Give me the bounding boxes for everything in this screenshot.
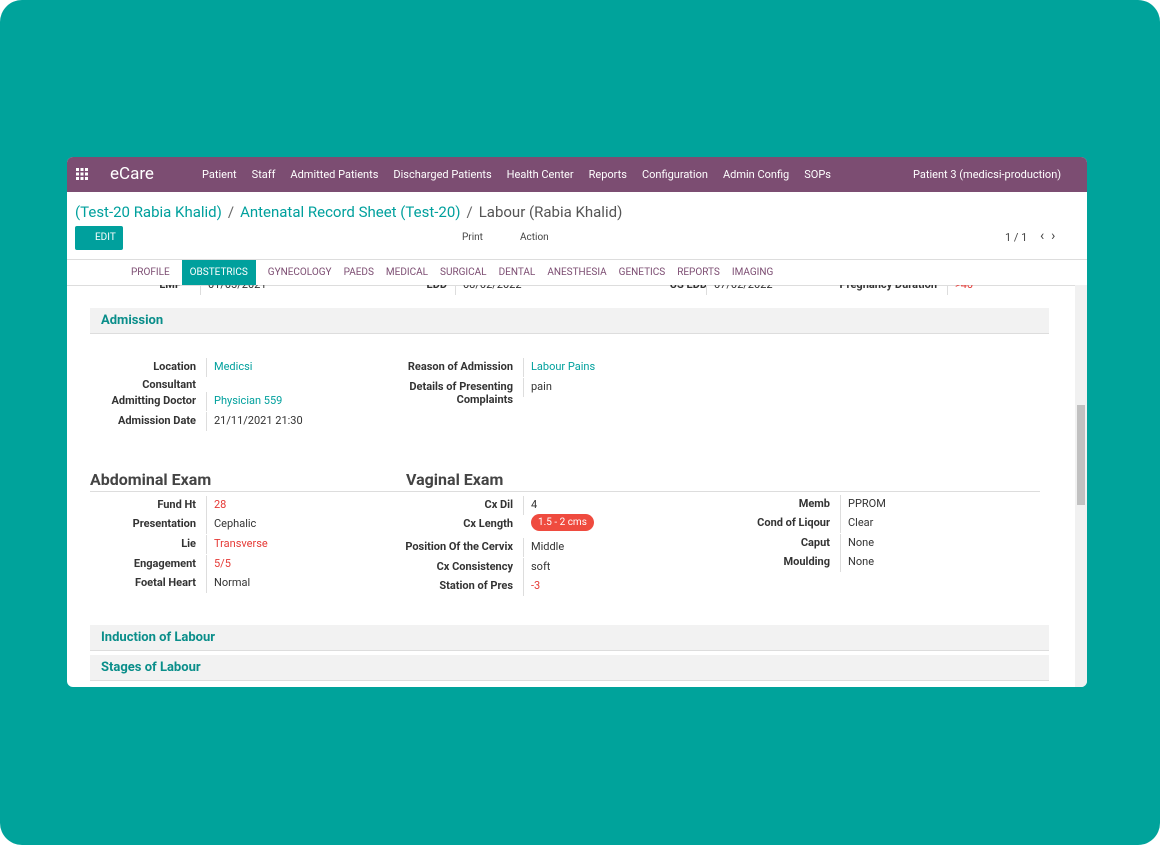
field-label: EDD (427, 285, 448, 291)
field-value: Labour Pains (523, 358, 595, 377)
tab[interactable]: OBSTETRICS (181, 260, 256, 285)
field-label: Moulding (783, 555, 830, 568)
scrollbar (1075, 285, 1087, 687)
field-value: PPROM (840, 495, 886, 514)
field-label: Location (153, 360, 196, 373)
menu-item[interactable]: Admitted Patients (290, 168, 379, 181)
divider (90, 491, 1040, 492)
navbar: eCare Patient Staff Admitted Patients Disch… (67, 157, 1087, 192)
field-label: LMP (159, 285, 182, 291)
section-header: Stages of Labour (90, 655, 1049, 681)
field-label: Fund Ht (157, 498, 196, 511)
field-value: Middle (523, 538, 564, 557)
field-value: 4 (523, 496, 537, 515)
field-value: Physician 559 (206, 392, 282, 411)
field-value: 5/5 (206, 555, 231, 574)
field-label: Admitting Doctor (111, 394, 196, 407)
field-value: Medicsi (206, 358, 252, 377)
user-menu[interactable]: Patient 3 (medicsi-production) (913, 168, 1062, 181)
print-button[interactable]: Print (462, 232, 483, 243)
pager: 1 / 1 (1005, 231, 1028, 244)
field-label: Engagement (133, 557, 196, 570)
field-value: Clear (840, 514, 873, 533)
field-label: Foetal Heart (135, 576, 196, 589)
section-title: Abdominal Exam (90, 470, 212, 489)
field-value: 01/03/2021 (200, 285, 267, 295)
tab[interactable]: SURGICAL (440, 267, 487, 278)
field-label: US EDD (670, 285, 707, 291)
field-label: Cx Consistency (436, 560, 513, 573)
field-label: Pregnancy Duration (839, 285, 937, 291)
menu-item[interactable]: Staff (251, 168, 276, 181)
action-button[interactable]: Action (520, 232, 549, 243)
field-label: Consultant (142, 378, 196, 391)
field-value: -3 (523, 577, 540, 596)
tab[interactable]: IMAGING (731, 267, 774, 278)
field-value: Transverse (206, 535, 268, 554)
field-label: Cx Length (463, 517, 513, 530)
menu-item[interactable]: Patient (202, 168, 237, 181)
menu: Patient Staff Admitted Patients Discharged … (202, 157, 831, 192)
breadcrumb-separator: / (227, 203, 235, 221)
tab[interactable]: PROFILE (131, 267, 170, 278)
tab[interactable]: GENETICS (618, 267, 666, 278)
menu-item[interactable]: Reports (588, 168, 627, 181)
field-value: soft (523, 558, 550, 577)
field-value: None (840, 534, 874, 553)
breadcrumb: (Test-20 Rabia Khalid) / Antenatal Record … (75, 203, 622, 221)
tab[interactable]: ANESTHESIA (547, 267, 607, 278)
form-content: LMP 01/03/2021 EDD 08/02/2022 US EDD07/02/20… (67, 285, 1075, 687)
field-value: Normal (206, 574, 250, 593)
field-value: 21/11/2021 21:30 (206, 412, 303, 431)
section-header: Admission (90, 308, 1049, 334)
field-value: 07/02/2022 (706, 285, 773, 295)
field-label: Position Of the Cervix (405, 540, 513, 553)
field-value: pain (523, 378, 552, 397)
tab[interactable]: MEDICAL (385, 267, 429, 278)
edit-button[interactable]: EDIT (75, 226, 123, 250)
tabs: PROFILE OBSTETRICS GYNECOLOGY PAEDS MEDICAL S… (131, 260, 773, 285)
menu-item[interactable]: Configuration (641, 168, 708, 181)
field-value: 1.5 - 2 cms (531, 514, 594, 531)
menu-item[interactable]: SOPs (804, 168, 831, 181)
field-value: None (840, 553, 874, 572)
field-label: Admission Date (117, 414, 196, 427)
field-value: 28 (206, 496, 226, 515)
section-title: Vaginal Exam (406, 470, 504, 489)
field-value: Cephalic (206, 515, 256, 534)
menu-item[interactable]: Discharged Patients (393, 168, 492, 181)
field-label: Cx Dil (484, 498, 514, 511)
field-label: Lie (181, 537, 196, 550)
menu-item[interactable]: Admin Config (722, 168, 790, 181)
tab[interactable]: PAEDS (343, 267, 374, 278)
field-label: Cond of Liqour (757, 516, 830, 529)
field-label: Memb (798, 497, 830, 510)
field-value: 08/02/2022 (455, 285, 522, 295)
tab[interactable]: DENTAL (498, 267, 536, 278)
tab[interactable]: GYNECOLOGY (267, 267, 332, 278)
apps-icon[interactable] (76, 168, 88, 180)
field-label: Reason of Admission (407, 360, 513, 373)
field-label: Station of Pres (439, 579, 513, 592)
breadcrumb-item[interactable]: (Test-20 Rabia Khalid) (75, 203, 222, 221)
tab[interactable]: REPORTS (677, 267, 720, 278)
brand[interactable]: eCare (110, 164, 154, 184)
field-label: Presentation (132, 517, 196, 530)
breadcrumb-item: Labour (Rabia Khalid) (478, 203, 623, 221)
pager-nav[interactable]: ‹ › (1040, 228, 1056, 244)
field-label: Caput (800, 536, 830, 549)
menu-item[interactable]: Health Center (506, 168, 574, 181)
field-value: >40 (947, 285, 973, 295)
app-window: eCare Patient Staff Admitted Patients Disch… (67, 157, 1087, 687)
breadcrumb-item[interactable]: Antenatal Record Sheet (Test-20) (240, 203, 461, 221)
field-label: Details of Presenting Complaints (409, 380, 513, 406)
breadcrumb-separator: / (466, 203, 473, 221)
tab-bar (67, 259, 1087, 286)
section-header: Induction of Labour (90, 625, 1049, 651)
